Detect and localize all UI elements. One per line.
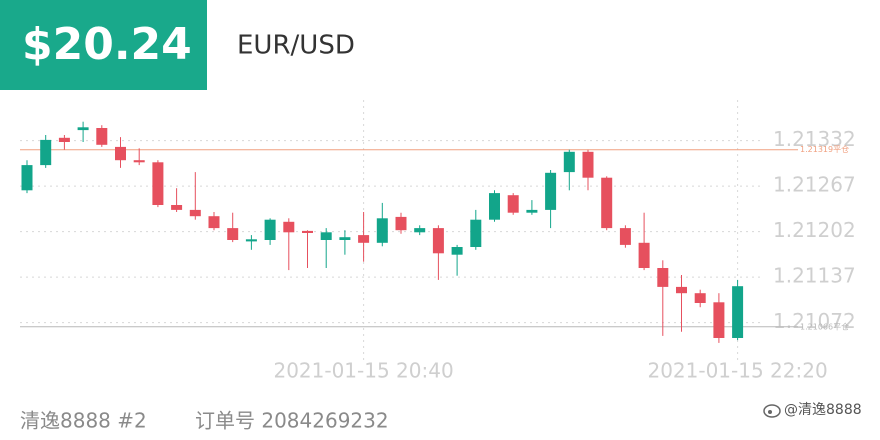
candle-body [96, 128, 108, 145]
candle-body [302, 230, 313, 233]
candle-body [414, 228, 426, 233]
candle-body [21, 165, 33, 191]
candle-body [676, 286, 687, 294]
candle-body [152, 162, 164, 205]
candle-body [638, 242, 650, 268]
watermark: @清逸8888 [784, 402, 862, 418]
candle-body [189, 209, 201, 217]
candle-body [376, 218, 388, 243]
plot: 1.21332 1.21267 1.21202 1.21137 1.21072 2021-… [20, 100, 856, 383]
candle-body [657, 268, 669, 287]
y-tick-label: 1.21137 [773, 264, 856, 288]
user: 清逸8888 #2 [20, 409, 147, 433]
candle-body [489, 193, 500, 220]
candle-body [358, 235, 370, 243]
candle-body [58, 137, 70, 142]
candle-body [208, 216, 220, 229]
candle-body [245, 239, 257, 242]
y-tick-label: 1.21202 [773, 218, 856, 242]
candle-body [40, 139, 52, 166]
candle-body [395, 216, 407, 231]
symbol: EUR/USD [237, 31, 355, 61]
price: $20.24 [22, 19, 192, 70]
candle-body [77, 127, 89, 131]
candle-body [470, 219, 482, 247]
reference-label: 1.21066平仓 [800, 321, 849, 331]
candle-body [545, 172, 557, 210]
candle-body [227, 228, 239, 240]
candle-body [582, 151, 594, 178]
y-tick-label: 1.21267 [773, 173, 856, 197]
candle-body [171, 205, 183, 210]
candle-body [133, 160, 145, 163]
candle-body [320, 232, 332, 240]
y-tick-label: 1.21072 [773, 309, 856, 333]
y-tick-label: 1.21332 [773, 127, 856, 151]
candle-body [694, 293, 706, 303]
candle-body [732, 286, 744, 338]
candle-body [339, 237, 351, 240]
order: 订单号 2084269232 [195, 409, 389, 433]
candle-body [713, 302, 725, 338]
candle-body [507, 195, 519, 213]
candle-body [451, 247, 463, 255]
weibo-icon [763, 404, 781, 418]
candle-body [526, 209, 538, 213]
candle-body [115, 146, 126, 161]
candle-body [264, 219, 276, 240]
candle-body [563, 151, 575, 173]
x-tick-label: 2021-01-15 20:40 [273, 359, 453, 383]
candle-body [432, 228, 444, 254]
reference-label: 1.21319平仓 [800, 144, 849, 154]
candle-body [283, 221, 295, 233]
price-badge [0, 0, 207, 90]
candle-body [619, 228, 631, 245]
candle-body [601, 177, 613, 229]
x-tick-label: 2021-01-15 22:20 [647, 359, 827, 383]
